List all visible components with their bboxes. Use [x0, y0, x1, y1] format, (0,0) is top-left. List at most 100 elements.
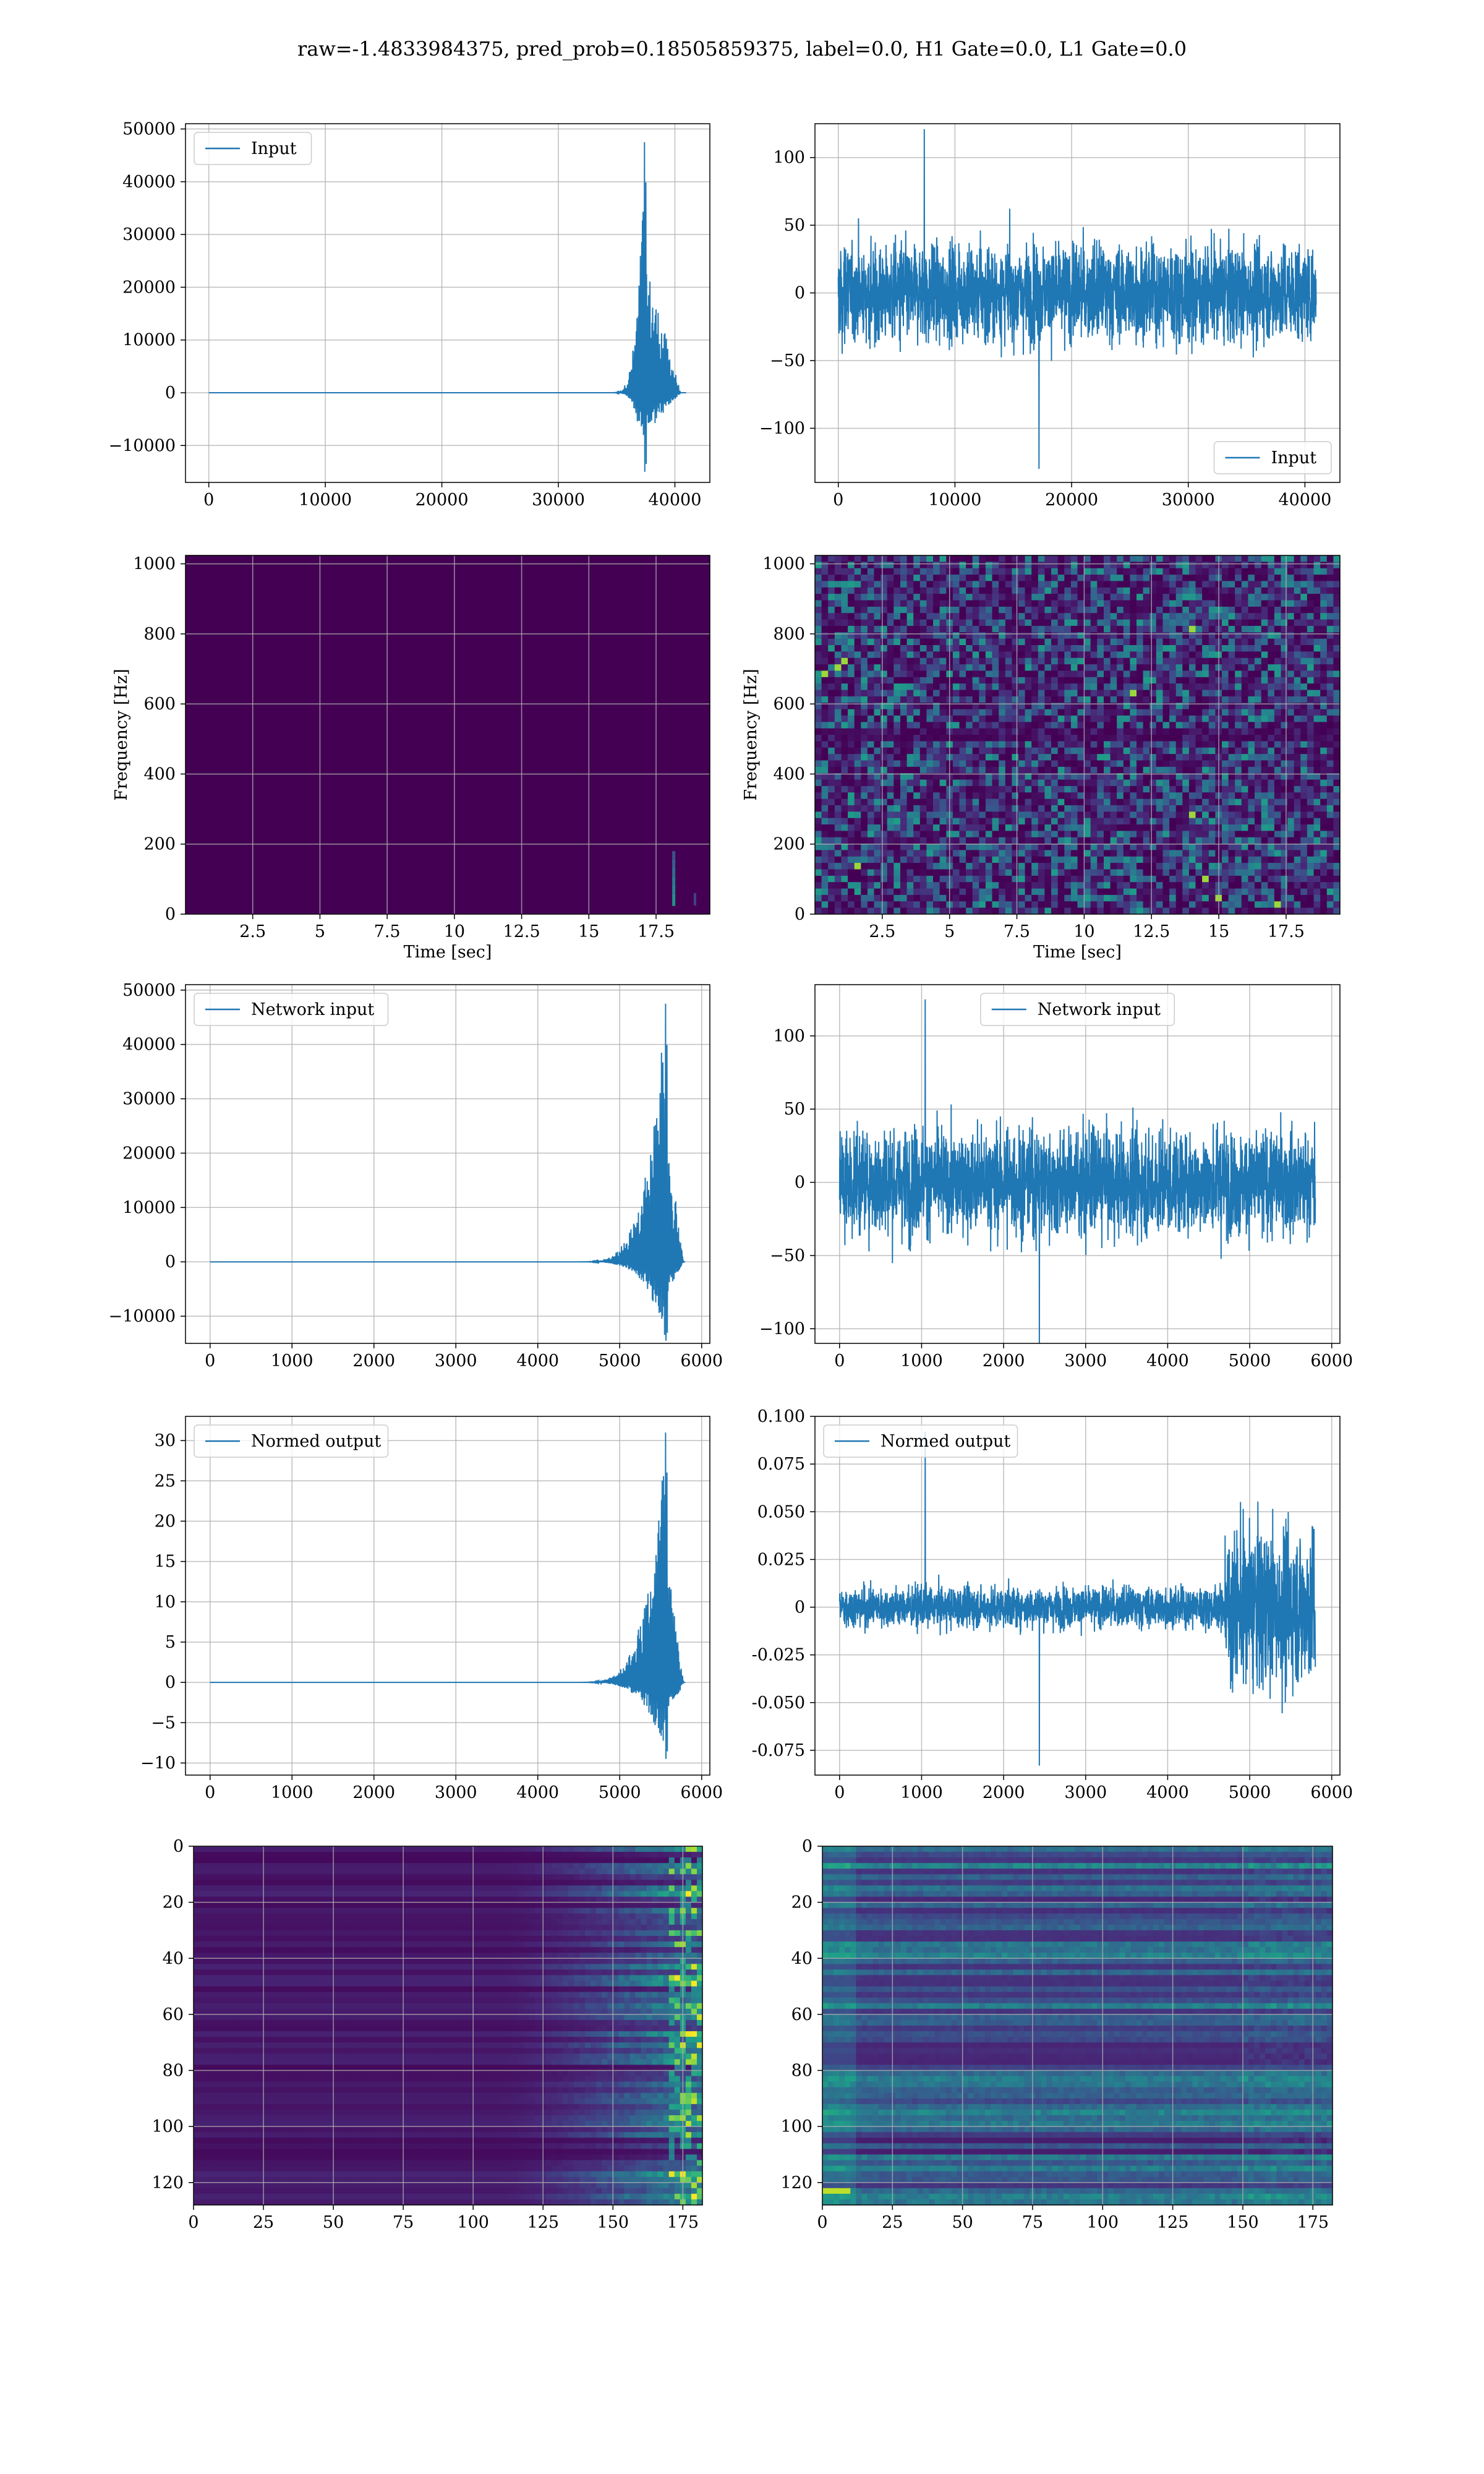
heatmap-cell — [1143, 850, 1150, 857]
heatmap-cell — [1228, 606, 1235, 614]
heatmap-cell — [1222, 785, 1229, 793]
heatmap-cell — [1057, 703, 1065, 710]
heatmap-cell — [1130, 625, 1137, 633]
heatmap-cell — [1294, 555, 1301, 562]
heatmap-cell — [1313, 818, 1321, 825]
heatmap-cell — [874, 722, 881, 729]
heatmap-cell — [1313, 683, 1321, 691]
heatmap-cell — [999, 651, 1006, 659]
heatmap-cell — [999, 625, 1006, 633]
heatmap-cell — [1136, 613, 1144, 620]
heatmap-cell — [1012, 735, 1019, 742]
heatmap-cell — [1018, 850, 1026, 857]
heatmap-cell — [881, 651, 888, 659]
heatmap-cell — [1320, 709, 1328, 716]
heatmap-cell — [1012, 555, 1019, 562]
heatmap-cell — [861, 651, 868, 659]
heatmap-cell — [933, 715, 940, 722]
y-tick-label: 0.100 — [757, 1407, 805, 1426]
heatmap-cell — [1104, 863, 1111, 870]
heatmap-cell — [1077, 785, 1085, 793]
heatmap-cell — [1169, 722, 1177, 729]
heatmap-cell — [834, 696, 842, 703]
heatmap-cell — [523, 1846, 530, 1852]
heatmap-cell — [1123, 664, 1130, 672]
heatmap-cell — [1195, 575, 1203, 582]
heatmap-cell — [861, 600, 868, 607]
heatmap-cell — [1268, 824, 1275, 831]
heatmap-cell — [828, 619, 835, 627]
heatmap-cell — [887, 824, 894, 831]
heatmap-cell — [893, 882, 901, 889]
heatmap-cell — [1084, 555, 1091, 562]
heatmap-cell — [906, 562, 914, 569]
heatmap-cell — [1228, 901, 1235, 909]
heatmap-cell — [919, 907, 927, 914]
heatmap-cell — [913, 837, 921, 844]
heatmap-cell — [1044, 625, 1052, 633]
heatmap-cell — [1031, 568, 1039, 575]
heatmap-cell — [1255, 837, 1262, 844]
heatmap-cell — [1117, 779, 1124, 787]
heatmap-cell — [913, 818, 921, 825]
heatmap-cell — [1287, 907, 1295, 914]
heatmap-cell — [926, 638, 934, 646]
heatmap-cell — [893, 754, 901, 761]
heatmap-cell — [1117, 747, 1124, 755]
heatmap-cell — [1057, 818, 1065, 825]
heatmap-cell — [1313, 837, 1321, 844]
heatmap-cell — [1149, 562, 1157, 569]
heatmap-cell — [999, 882, 1006, 889]
heatmap-cell — [848, 760, 855, 768]
heatmap-cell — [834, 575, 842, 582]
heatmap-cell — [1117, 568, 1124, 575]
heatmap-cell — [1268, 735, 1275, 742]
heatmap-cell — [926, 683, 934, 691]
heatmap-cell — [999, 632, 1006, 640]
heatmap-cell — [854, 760, 861, 768]
heatmap-cell — [1274, 735, 1282, 742]
heatmap-cell — [1208, 594, 1216, 601]
heatmap-cell — [815, 638, 822, 646]
heatmap-cell — [1320, 844, 1328, 851]
heatmap-cell — [1130, 888, 1137, 896]
heatmap-cell — [1156, 894, 1163, 902]
heatmap-cell — [815, 824, 822, 831]
heatmap-cell — [926, 651, 934, 659]
heatmap-cell — [1136, 645, 1144, 652]
heatmap-cell — [1018, 555, 1026, 562]
heatmap-cell — [1235, 638, 1242, 646]
heatmap-cell — [1320, 760, 1328, 768]
heatmap-cell — [1255, 594, 1262, 601]
heatmap-cell — [828, 664, 835, 672]
x-tick-label: 20000 — [1045, 490, 1098, 510]
heatmap-cell — [1195, 792, 1203, 800]
heatmap-cell — [881, 664, 888, 672]
heatmap-cell — [1064, 844, 1072, 851]
heatmap-cell — [1130, 638, 1137, 646]
heatmap-cell — [1038, 581, 1045, 588]
x-tick-label: 6000 — [680, 1351, 723, 1371]
heatmap-cell — [693, 893, 696, 906]
heatmap-cell — [821, 600, 829, 607]
heatmap-cell — [972, 703, 979, 710]
heatmap-cell — [1255, 562, 1262, 569]
heatmap-cell — [952, 875, 960, 883]
heatmap-cell — [1281, 831, 1288, 838]
heatmap-cell — [933, 606, 940, 614]
heatmap-cell — [1175, 728, 1183, 735]
heatmap-cell — [1182, 625, 1190, 633]
heatmap-cell — [1005, 703, 1012, 710]
heatmap-cell — [919, 831, 927, 838]
heatmap-cell — [874, 869, 881, 876]
heatmap-cell — [992, 766, 999, 774]
heatmap-cell — [881, 677, 888, 684]
heatmap-cell — [1222, 657, 1229, 665]
heatmap-cell — [854, 844, 861, 851]
y-tick-label: 200 — [143, 835, 176, 854]
heatmap-cell — [1300, 735, 1308, 742]
heatmap-cell — [1241, 882, 1248, 889]
heatmap-cell — [841, 619, 848, 627]
heatmap-cell — [919, 818, 927, 825]
heatmap-cell — [867, 651, 875, 659]
